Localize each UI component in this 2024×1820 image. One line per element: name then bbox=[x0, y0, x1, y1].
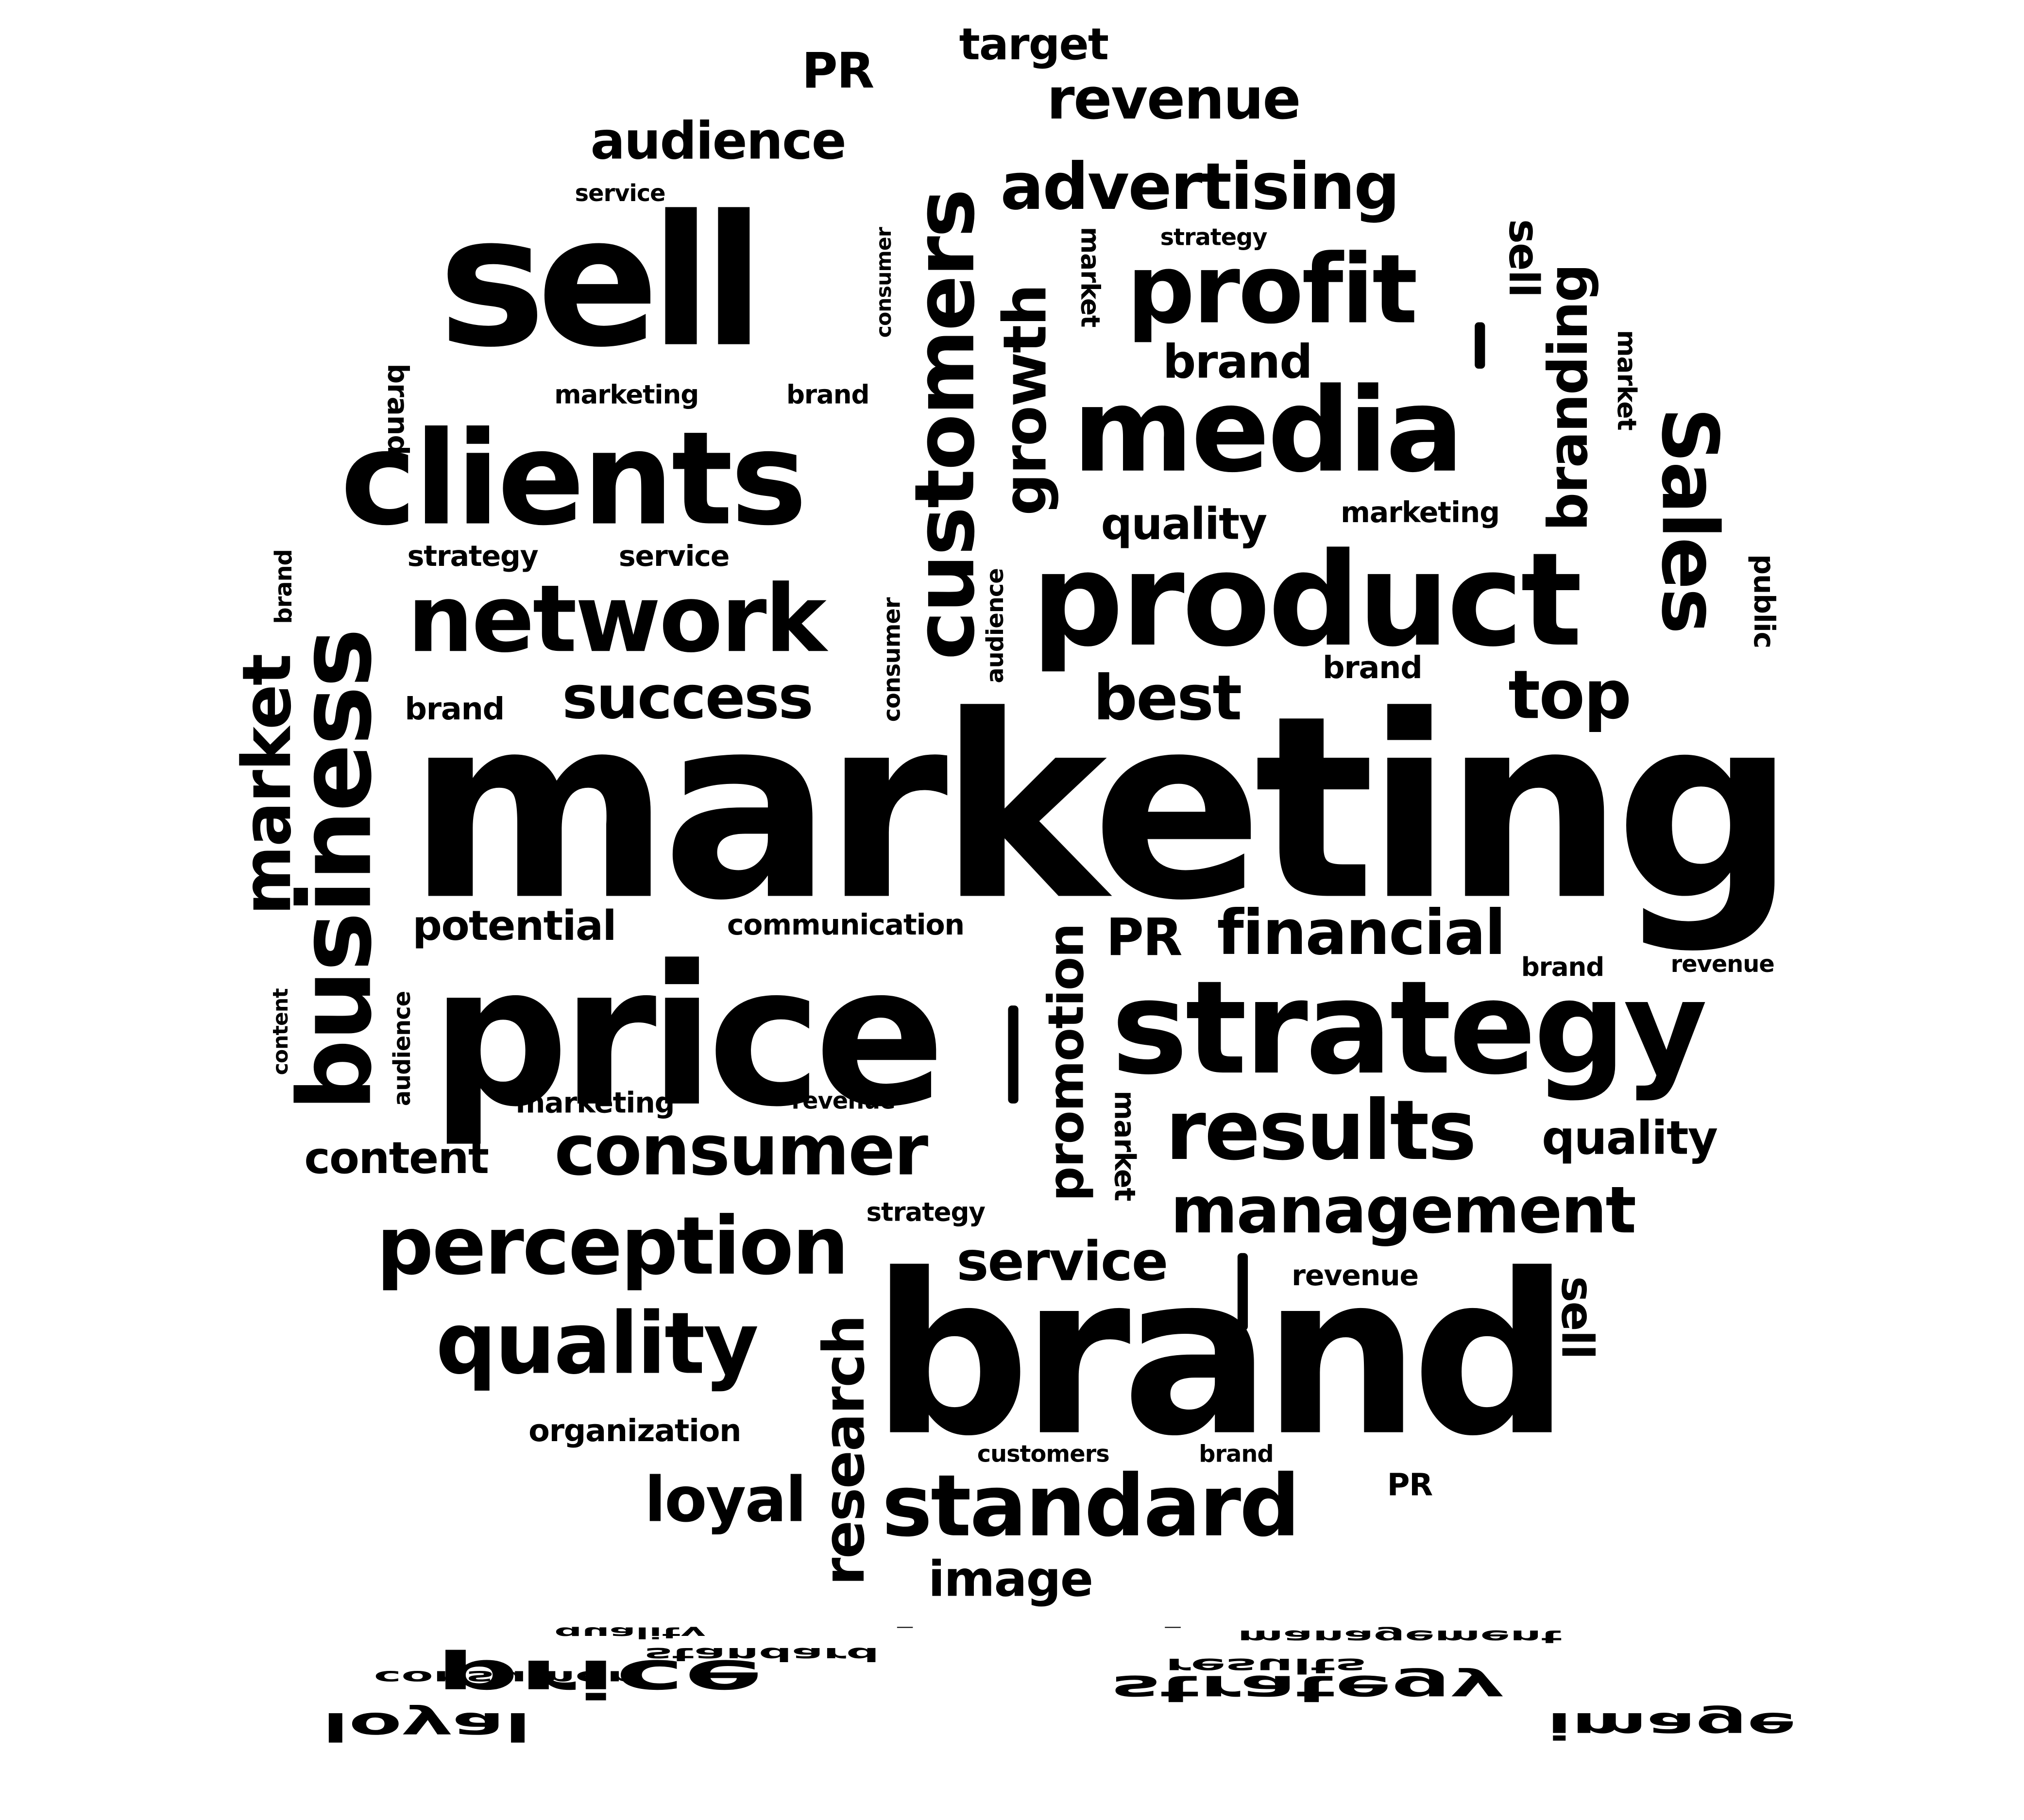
word-financial: financial bbox=[1217, 897, 1506, 970]
word-service: service bbox=[956, 1229, 1168, 1293]
word-market-top: market bbox=[1075, 227, 1106, 327]
word-brand-small: brand bbox=[1162, 336, 1313, 390]
word-results: results bbox=[1165, 1084, 1477, 1180]
word-potential: potential bbox=[412, 901, 616, 950]
reflection-consumer: consumer bbox=[374, 1667, 630, 1688]
word-revenue-right-tiny: revenue bbox=[1670, 951, 1775, 979]
word-research: research bbox=[812, 1315, 878, 1586]
word-brand: brand bbox=[871, 1225, 1570, 1485]
word-customers: customers bbox=[898, 190, 994, 660]
word-strategy-tiny: strategy bbox=[1160, 224, 1268, 252]
reflection-loyal: loyal bbox=[322, 1703, 531, 1749]
word-image: image bbox=[928, 1550, 1093, 1608]
word-quality-right: quality bbox=[1542, 1112, 1718, 1166]
word-fragment-bar bbox=[1008, 1005, 1019, 1104]
word-product-tiny: brand bbox=[786, 379, 870, 410]
word-network: network bbox=[407, 564, 827, 673]
word-media: media bbox=[1072, 363, 1464, 499]
word-strategy: strategy bbox=[1111, 953, 1708, 1104]
word-perception: perception bbox=[376, 1199, 849, 1293]
reflection-area: brand price strategy results standard co… bbox=[0, 1627, 2024, 1820]
word-standard: standard bbox=[882, 1457, 1300, 1556]
word-marketing-mid: marketing bbox=[1341, 497, 1500, 530]
word-pr-mid: PR bbox=[1106, 909, 1182, 969]
word-success: success bbox=[562, 663, 814, 732]
word-audience: audience bbox=[590, 112, 847, 171]
word-marketing: marketing bbox=[407, 663, 1796, 957]
reflection-brand: brand bbox=[889, 1627, 1188, 1636]
word-market: market bbox=[229, 655, 307, 916]
word-top: top bbox=[1508, 657, 1632, 735]
word-pr-low: PR bbox=[1387, 1467, 1433, 1503]
word-organization: organization bbox=[528, 1412, 741, 1449]
word-product-vertical: brand bbox=[271, 549, 298, 624]
reflection-management: management bbox=[1237, 1627, 1563, 1647]
word-revenue: revenue bbox=[1047, 67, 1301, 133]
word-quality: quality bbox=[436, 1294, 759, 1394]
word-consumer: consumer bbox=[554, 1110, 928, 1191]
word-quality-small: quality bbox=[1101, 499, 1268, 551]
reflection-results: results bbox=[1165, 1653, 1366, 1678]
word-market-right: market bbox=[1611, 330, 1643, 430]
word-brand-left: brand bbox=[405, 691, 505, 727]
word-strategy-low: strategy bbox=[866, 1196, 986, 1227]
word-service-tiny: service bbox=[575, 180, 666, 208]
word-growth: growth bbox=[990, 285, 1060, 516]
word-marketing-tiny: marketing bbox=[554, 379, 699, 410]
word-brand-tiny: brand bbox=[1323, 649, 1423, 686]
word-public: public bbox=[1747, 554, 1779, 648]
word-fragment-bar bbox=[1475, 322, 1485, 369]
word-content: content bbox=[304, 1133, 489, 1185]
word-communication: communication bbox=[727, 910, 965, 943]
word-best: best bbox=[1093, 663, 1242, 735]
word-service-left: service bbox=[618, 541, 730, 574]
word-clients: clients bbox=[340, 403, 807, 555]
word-product: product bbox=[1031, 525, 1582, 676]
word-management: management bbox=[1170, 1173, 1636, 1248]
word-audience-low: audience bbox=[389, 991, 417, 1106]
word-strategy-left: strategy bbox=[407, 541, 539, 574]
word-product-right-tiny: brand bbox=[1521, 951, 1605, 983]
word-marketing-low: marketing bbox=[515, 1088, 675, 1121]
word-loyal: loyal bbox=[645, 1464, 807, 1537]
reflection-image: image bbox=[1547, 1704, 1797, 1746]
reflection-quality: quality bbox=[554, 1627, 706, 1642]
word-branding: branding bbox=[1536, 264, 1600, 531]
word-profit: profit bbox=[1126, 235, 1418, 346]
word-brand-left-tiny: brand bbox=[380, 363, 413, 455]
word-target: target bbox=[959, 19, 1109, 71]
word-promotion: promotion bbox=[1038, 924, 1095, 1202]
word-market-low: market bbox=[1107, 1090, 1140, 1201]
word-revenue-low: revenue bbox=[1292, 1260, 1419, 1293]
word-price: price bbox=[430, 925, 945, 1150]
word-product-low-tiny: brand bbox=[1199, 1441, 1274, 1468]
word-consumer-v1: consumer bbox=[871, 227, 896, 338]
word-advertising: advertising bbox=[1000, 149, 1400, 224]
word-fragment-bar bbox=[1237, 1253, 1248, 1330]
word-sales: Sales bbox=[1643, 407, 1734, 633]
word-revenue-low-tiny: revenue bbox=[791, 1088, 896, 1115]
word-sell: sell bbox=[438, 178, 765, 388]
word-pr-top: PR bbox=[801, 42, 875, 100]
reflection-standard: standard bbox=[645, 1643, 880, 1665]
word-content-tiny: content bbox=[268, 988, 293, 1075]
word-customers-tiny: customers bbox=[977, 1441, 1110, 1468]
